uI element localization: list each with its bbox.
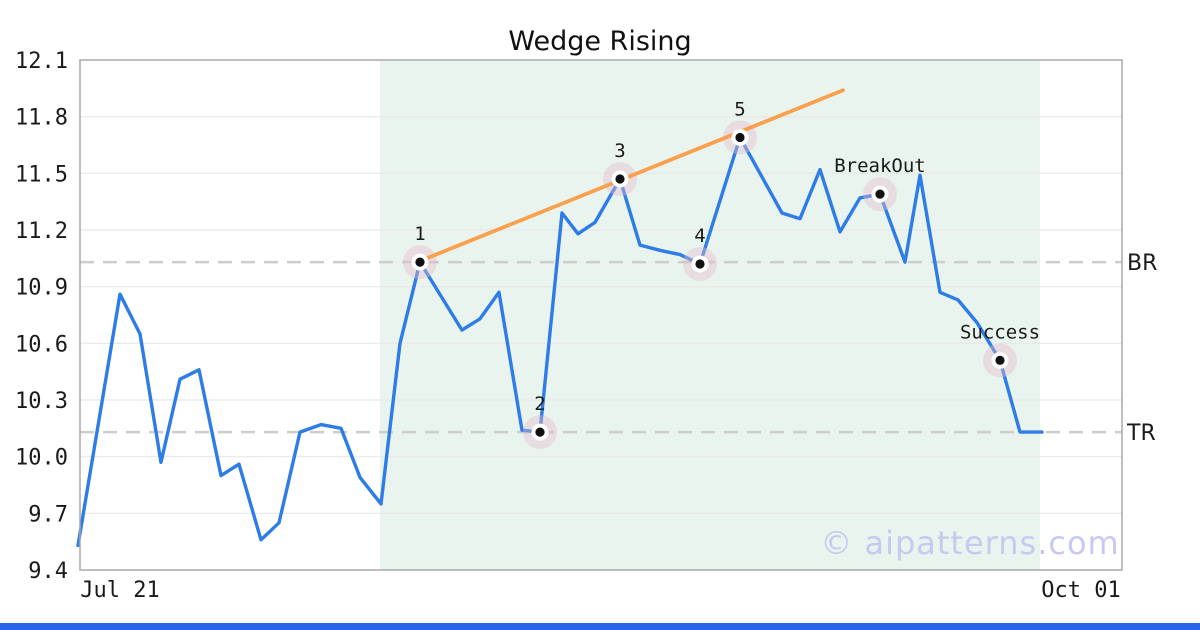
y-tick-label: 10.0 [15, 446, 68, 471]
y-tick-label: 10.6 [15, 332, 68, 357]
x-tick-label: Oct 01 [1041, 578, 1120, 603]
annotation-label-5: 5 [734, 98, 745, 120]
marker-dot-3 [615, 174, 625, 184]
y-tick-label: 12.1 [15, 49, 68, 74]
marker-dot-5 [735, 132, 745, 143]
chart-title: Wedge Rising [508, 26, 692, 57]
pattern-region [380, 60, 1040, 570]
y-tick-label: 10.9 [15, 276, 68, 301]
y-tick-label: 11.5 [15, 162, 68, 187]
annotation-label-Success: Success [960, 321, 1040, 343]
level-label-BR: BR [1127, 251, 1157, 276]
marker-dot-BreakOut [875, 189, 885, 199]
watermark: © aipatterns.com [820, 524, 1120, 562]
y-tick-label: 9.7 [28, 502, 68, 527]
y-tick-label: 9.4 [28, 559, 68, 584]
x-tick-label: Jul 21 [80, 578, 159, 603]
footer-accent-bar [0, 623, 1200, 630]
y-tick-label: 11.8 [15, 106, 68, 131]
annotation-label-BreakOut: BreakOut [834, 155, 926, 177]
marker-dot-1 [415, 257, 425, 267]
marker-dot-Success [995, 355, 1005, 365]
marker-dot-2 [535, 427, 545, 437]
trendline [420, 88, 845, 263]
annotation-label-1: 1 [414, 223, 425, 245]
annotation-label-2: 2 [534, 393, 545, 415]
marker-dot-4 [695, 259, 705, 269]
price-line [76, 135, 1044, 548]
level-label-TR: TR [1126, 421, 1156, 446]
y-tick-label: 10.3 [15, 389, 68, 414]
annotation-label-3: 3 [614, 140, 625, 162]
annotation-label-4: 4 [694, 225, 705, 247]
y-tick-label: 11.2 [15, 219, 68, 244]
plot-frame [79, 59, 1123, 571]
